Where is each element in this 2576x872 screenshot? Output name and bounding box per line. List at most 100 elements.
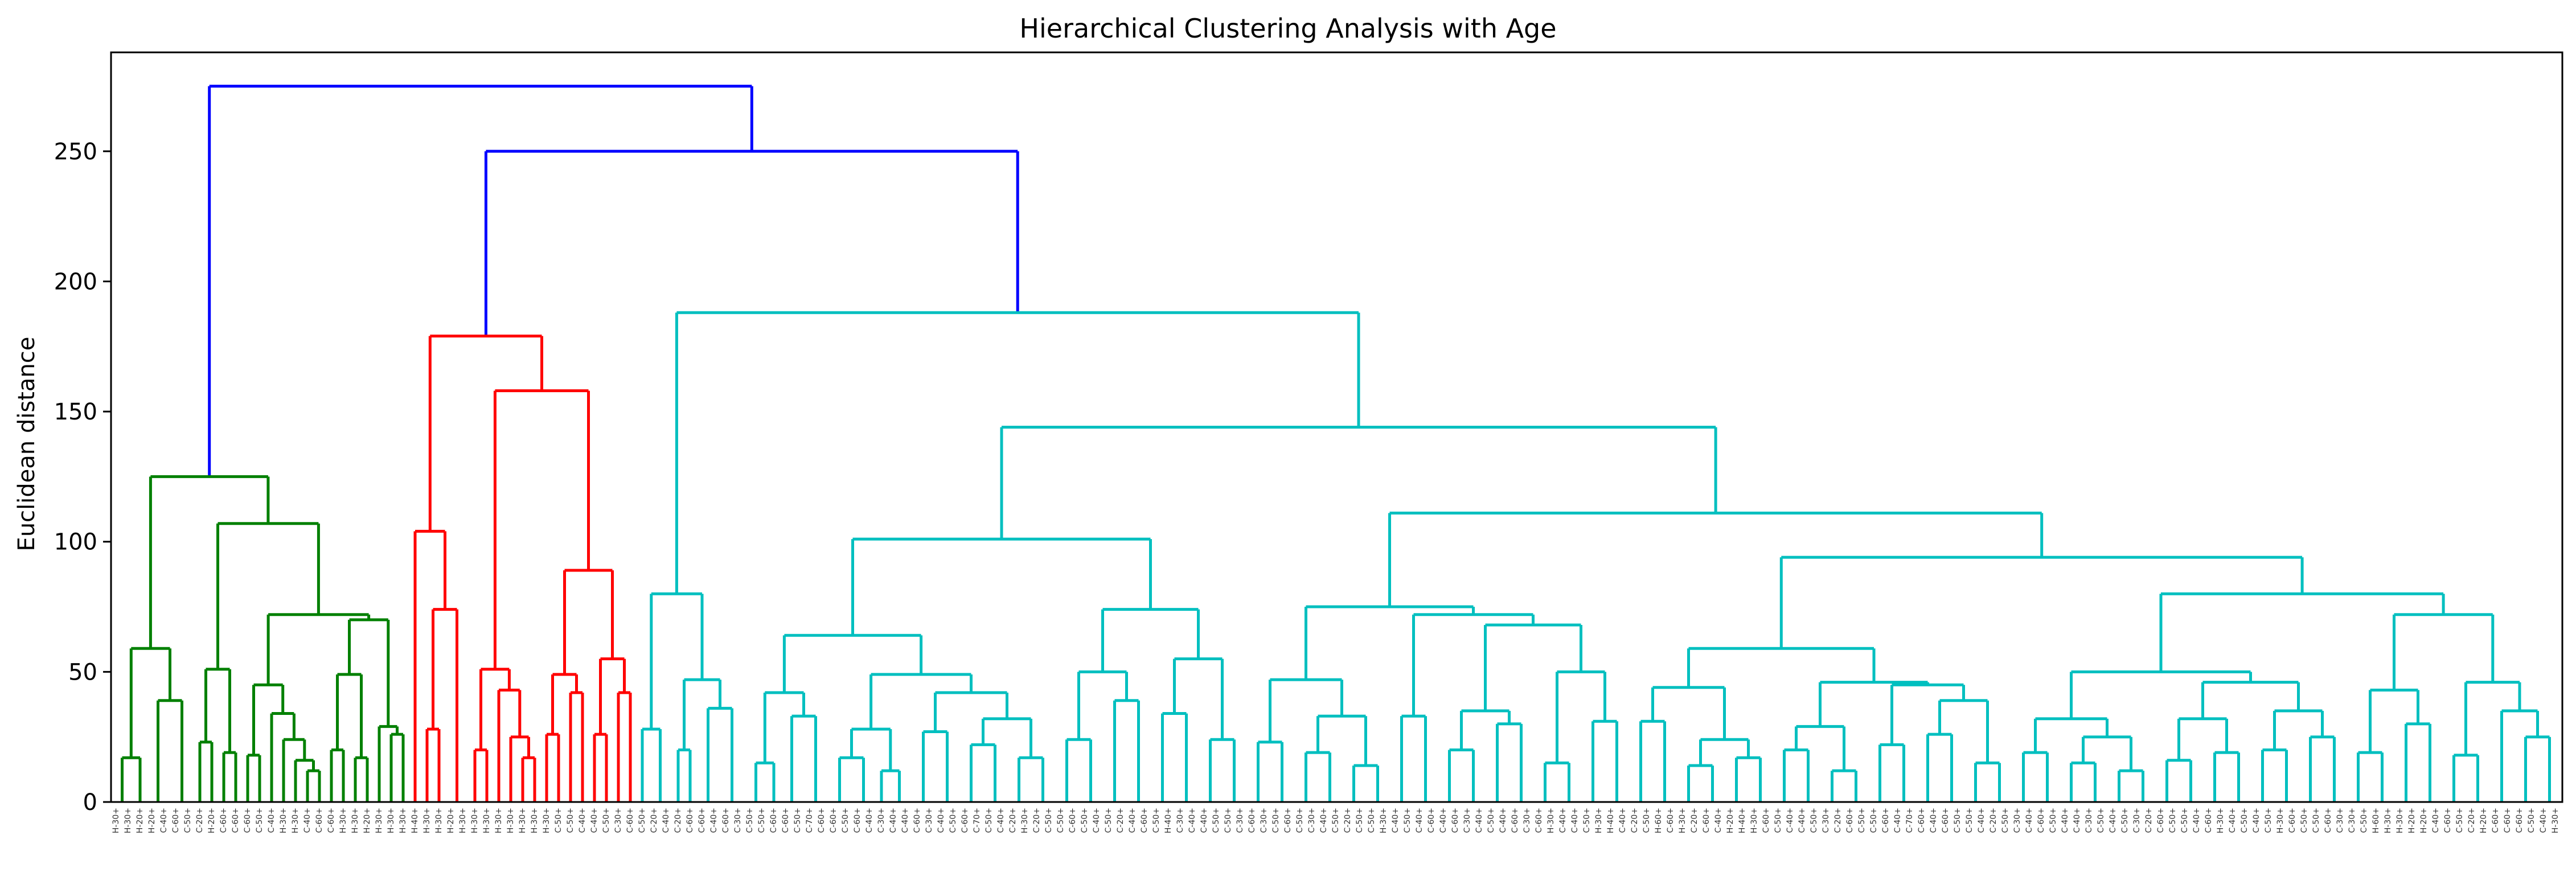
leaf-label-103: C-20+ <box>1343 808 1352 833</box>
leaf-label-175: C-60+ <box>2204 808 2213 833</box>
leaf-label-133: C-60+ <box>1702 808 1711 833</box>
dendrogram-link-20 <box>378 725 399 802</box>
dendrogram-link-14 <box>294 759 315 802</box>
dendrogram-link-57 <box>922 730 949 802</box>
leaf-label-138: C-60+ <box>1762 808 1771 833</box>
leaf-label-198: H-20+ <box>2479 808 2488 833</box>
dendrogram-link-16 <box>348 618 390 727</box>
dendrogram-link-104 <box>2082 735 2132 771</box>
leaf-label-173: C-50+ <box>2180 808 2189 833</box>
chart-title: Hierarchical Clustering Analysis with Ag… <box>1019 13 1556 44</box>
dendrogram-link-67 <box>1209 738 1236 802</box>
leaf-label-125: H-40+ <box>1606 808 1615 833</box>
leaf-label-47: C-20+ <box>674 808 683 833</box>
leaf-label-43: C-60+ <box>626 808 635 833</box>
leaf-label-115: C-50+ <box>1487 808 1496 833</box>
dendrogram-link-106 <box>2118 769 2144 802</box>
leaf-label-134: C-40+ <box>1714 808 1723 833</box>
leaf-label-82: C-40+ <box>1092 808 1101 833</box>
leaf-label-15: H-30+ <box>291 808 300 833</box>
dendrogram-link-21 <box>389 733 405 802</box>
dendrogram-link-85 <box>1687 647 1876 688</box>
dendrogram-link-39 <box>617 691 632 802</box>
leaf-label-157: C-20+ <box>1989 808 1998 833</box>
leaf-label-13: C-40+ <box>267 808 276 833</box>
leaf-label-113: C-30+ <box>1463 808 1472 833</box>
leaf-label-186: C-30+ <box>2336 808 2345 833</box>
dendrogram-link-5 <box>216 522 320 669</box>
leaf-label-35: H-30+ <box>530 808 539 833</box>
leaf-label-34: H-30+ <box>518 808 527 833</box>
leaf-label-10: C-60+ <box>231 808 240 833</box>
leaf-label-102: C-50+ <box>1331 808 1340 833</box>
leaf-label-86: C-60+ <box>1140 808 1149 833</box>
dendrogram-link-121 <box>2524 735 2551 802</box>
leaf-label-28: H-20+ <box>446 808 456 833</box>
leaf-label-122: C-40+ <box>1570 808 1580 833</box>
y-axis-label: Euclidean distance <box>14 337 40 552</box>
leaf-label-129: H-60+ <box>1654 808 1663 833</box>
dendrogram-link-34 <box>551 673 578 735</box>
leaf-label-117: C-60+ <box>1511 808 1520 833</box>
leaf-label-169: C-30+ <box>2132 808 2142 833</box>
leaf-label-131: H-30+ <box>1678 808 1687 833</box>
dendrogram-link-49 <box>763 691 805 763</box>
leaf-label-41: C-50+ <box>602 808 611 833</box>
dendrogram-link-25 <box>432 608 458 802</box>
plot-frame <box>110 51 2563 803</box>
leaf-label-185: C-60+ <box>2324 808 2333 833</box>
leaf-label-51: C-60+ <box>721 808 731 833</box>
dendrogram-link-63 <box>1065 738 1092 802</box>
dendrogram-link-117 <box>2405 722 2431 802</box>
leaf-label-145: C-60+ <box>1845 808 1855 833</box>
leaf-label-85: C-40+ <box>1128 808 1137 833</box>
dendrogram-link-48 <box>782 634 923 693</box>
dendrogram-link-0 <box>208 84 753 477</box>
leaf-label-2: H-20+ <box>136 808 145 833</box>
leaf-label-55: C-60+ <box>769 808 778 833</box>
leaf-label-137: H-30+ <box>1750 808 1759 833</box>
dendrogram-link-107 <box>2201 681 2300 719</box>
leaf-label-180: C-50+ <box>2264 808 2273 833</box>
leaf-label-172: C-50+ <box>2168 808 2177 833</box>
dendrogram-link-58 <box>982 717 1032 758</box>
leaf-label-149: C-40+ <box>1893 808 1902 833</box>
leaf-label-99: C-50+ <box>1295 808 1305 833</box>
leaf-label-114: C-40+ <box>1475 808 1484 833</box>
leaf-label-150: C-70+ <box>1905 808 1914 833</box>
leaf-label-21: H-20+ <box>363 808 372 833</box>
dendrogram-link-78 <box>1460 709 1511 750</box>
dendrogram-link-3 <box>121 756 142 802</box>
leaf-label-52: C-30+ <box>733 808 743 833</box>
leaf-label-22: H-30+ <box>375 808 384 833</box>
leaf-label-192: H-20+ <box>2407 808 2417 833</box>
dendrogram-link-109 <box>2165 759 2192 802</box>
dendrogram-link-95 <box>1890 683 1965 745</box>
leaf-label-127: C-20+ <box>1630 808 1639 833</box>
leaf-label-98: C-60+ <box>1283 808 1293 833</box>
leaf-label-19: H-30+ <box>339 808 348 833</box>
leaf-label-4: C-40+ <box>159 808 169 833</box>
dendrogram-link-96 <box>1878 743 1905 802</box>
leaf-label-60: C-60+ <box>829 808 838 833</box>
dendrogram-link-103 <box>2022 751 2049 802</box>
leaf-label-132: C-20+ <box>1690 808 1699 833</box>
dendrogram-link-91 <box>1819 681 1929 727</box>
dendrogram-link-11 <box>246 754 261 802</box>
dendrogram-link-35 <box>545 733 560 802</box>
dendrogram-link-90 <box>1735 756 1762 802</box>
leaf-label-144: C-20+ <box>1833 808 1843 833</box>
dendrogram-link-105 <box>2070 761 2097 802</box>
dendrogram-link-43 <box>683 678 721 750</box>
leaf-label-40: C-40+ <box>590 808 599 833</box>
leaf-label-72: C-70+ <box>973 808 982 833</box>
leaf-label-54: C-50+ <box>757 808 766 833</box>
leaf-label-111: C-40+ <box>1439 808 1448 833</box>
dendrogram-link-88 <box>1699 738 1750 766</box>
leaf-label-95: C-60+ <box>1248 808 1257 833</box>
leaf-label-153: C-60+ <box>1941 808 1950 833</box>
dendrogram-link-53 <box>850 727 892 771</box>
leaf-label-158: C-50+ <box>2001 808 2010 833</box>
leaf-label-163: C-40+ <box>2061 808 2070 833</box>
dendrogram-link-80 <box>1496 722 1523 802</box>
